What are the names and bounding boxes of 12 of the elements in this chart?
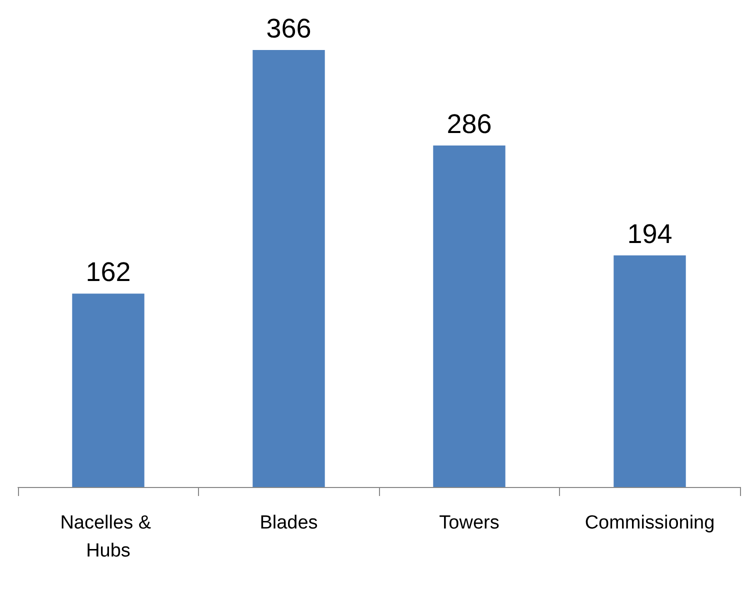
- bar: [252, 50, 325, 487]
- bar: [614, 255, 686, 487]
- data-label: 194: [627, 218, 672, 249]
- data-label: 162: [86, 257, 131, 288]
- x-tick-label: Nacelles & Hubs: [60, 512, 156, 562]
- bar: [433, 146, 506, 487]
- data-label: 286: [446, 109, 492, 140]
- x-tick-label: Blades: [260, 512, 318, 534]
- x-tick-label: Towers: [439, 512, 500, 534]
- x-tick-label: Commissioning: [584, 512, 715, 534]
- bar: [72, 294, 144, 487]
- data-label: 366: [266, 14, 312, 44]
